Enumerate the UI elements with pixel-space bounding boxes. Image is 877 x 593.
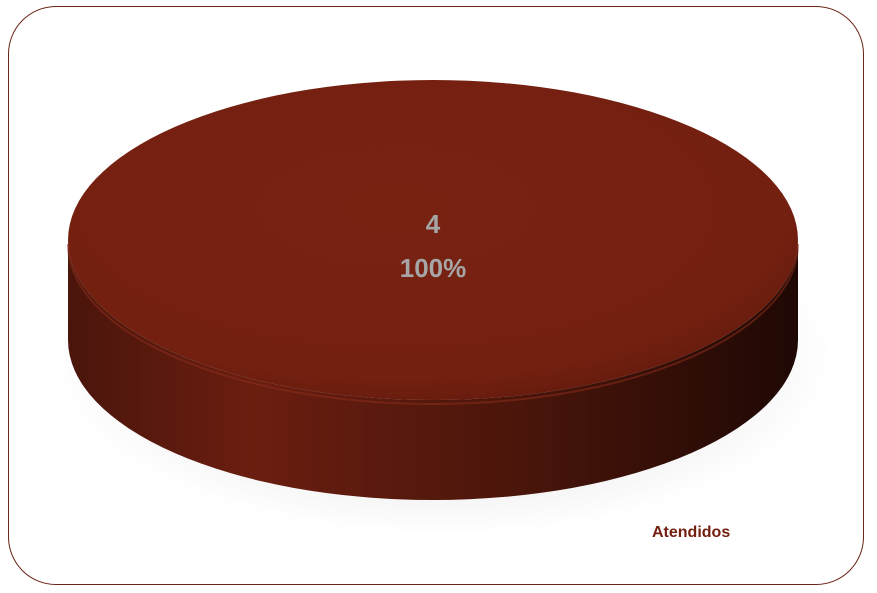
pie-slice-atendidos bbox=[68, 80, 798, 400]
data-label-percent: 100% bbox=[400, 253, 467, 283]
pie-rim-highlight bbox=[67, 243, 799, 405]
data-label-value: 4 bbox=[426, 209, 441, 239]
pie-slice-side-atendidos bbox=[68, 240, 798, 500]
legend-entry-atendidos: Atendidos bbox=[652, 524, 731, 541]
